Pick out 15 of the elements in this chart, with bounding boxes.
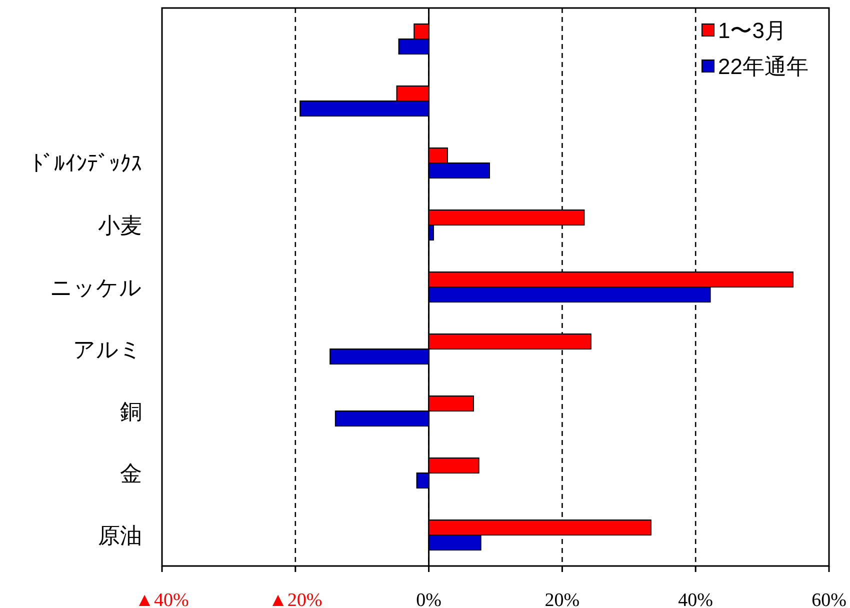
legend-label: 1〜3月	[718, 18, 786, 43]
y-tick-label: 小麦	[98, 213, 142, 238]
x-tick-label: 60%	[812, 590, 847, 608]
y-tick-label: アルミ	[73, 337, 142, 362]
y-tick-label: 金	[120, 461, 142, 486]
y-tick-label: 銅	[120, 399, 142, 424]
x-tick-label: ▲40%	[135, 590, 189, 608]
legend-label: 22年通年	[718, 54, 808, 79]
y-tick-label: ニッケル	[50, 275, 142, 300]
x-tick-label: ▲20%	[268, 590, 322, 608]
x-tick-label: 0%	[416, 590, 442, 608]
x-tick-label: 40%	[678, 590, 714, 608]
y-tick-label: ﾄﾞﾙｲﾝﾃﾞｯｸｽ	[32, 151, 142, 176]
y-tick-label: 原油	[98, 523, 142, 548]
x-tick-label: 20%	[544, 590, 580, 608]
